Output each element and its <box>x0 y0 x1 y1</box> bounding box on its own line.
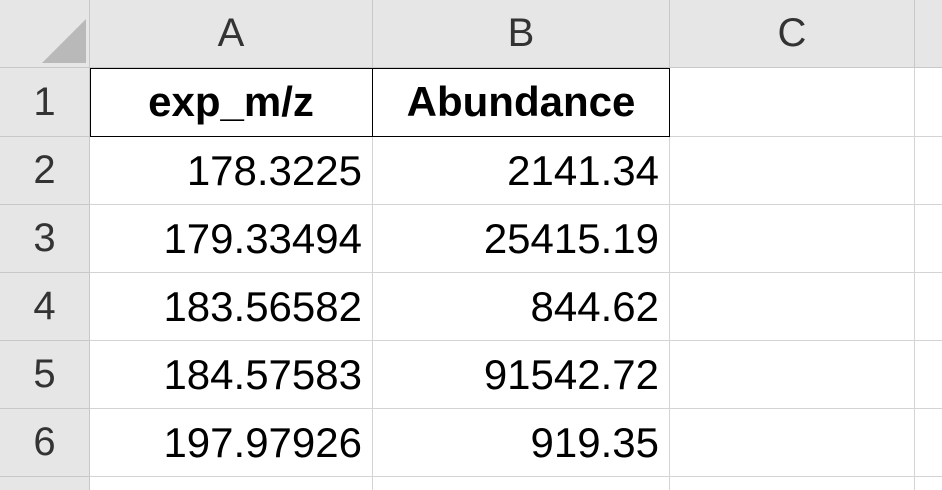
cell-d1-partial[interactable] <box>915 68 942 137</box>
cell-b7-partial[interactable] <box>373 477 670 490</box>
row-header-7-partial[interactable] <box>0 477 90 490</box>
row-header-5[interactable]: 5 <box>0 341 90 409</box>
cell-c4[interactable] <box>670 273 915 341</box>
cell-d5-partial[interactable] <box>915 341 942 409</box>
cell-b1[interactable]: Abundance <box>373 68 670 137</box>
cell-a5[interactable]: 184.57583 <box>90 341 373 409</box>
cell-b3[interactable]: 25415.19 <box>373 205 670 273</box>
select-all-triangle-icon <box>42 19 86 63</box>
row-header-3[interactable]: 3 <box>0 205 90 273</box>
cell-a7-partial[interactable] <box>90 477 373 490</box>
select-all-button[interactable] <box>0 0 90 68</box>
cell-c1[interactable] <box>670 68 915 137</box>
cell-a3[interactable]: 179.33494 <box>90 205 373 273</box>
cell-c6[interactable] <box>670 409 915 477</box>
row-header-1[interactable]: 1 <box>0 68 90 137</box>
cell-d4-partial[interactable] <box>915 273 942 341</box>
cell-c3[interactable] <box>670 205 915 273</box>
column-header-c[interactable]: C <box>670 0 915 68</box>
row-header-2[interactable]: 2 <box>0 137 90 205</box>
cell-c2[interactable] <box>670 137 915 205</box>
cell-a2[interactable]: 178.3225 <box>90 137 373 205</box>
row-header-6[interactable]: 6 <box>0 409 90 477</box>
column-header-d-partial[interactable] <box>915 0 942 68</box>
cell-b4[interactable]: 844.62 <box>373 273 670 341</box>
cell-d2-partial[interactable] <box>915 137 942 205</box>
cell-a4[interactable]: 183.56582 <box>90 273 373 341</box>
cell-c7-partial[interactable] <box>670 477 915 490</box>
cell-d3-partial[interactable] <box>915 205 942 273</box>
cell-d6-partial[interactable] <box>915 409 942 477</box>
row-header-4[interactable]: 4 <box>0 273 90 341</box>
cell-c5[interactable] <box>670 341 915 409</box>
cell-b6[interactable]: 919.35 <box>373 409 670 477</box>
cell-d7-partial[interactable] <box>915 477 942 490</box>
cell-a6[interactable]: 197.97926 <box>90 409 373 477</box>
cell-a1[interactable]: exp_m/z <box>90 68 373 137</box>
header-column-separator <box>372 68 373 137</box>
cell-b2[interactable]: 2141.34 <box>373 137 670 205</box>
column-header-b[interactable]: B <box>373 0 670 68</box>
cell-b5[interactable]: 91542.72 <box>373 341 670 409</box>
column-header-a[interactable]: A <box>90 0 373 68</box>
